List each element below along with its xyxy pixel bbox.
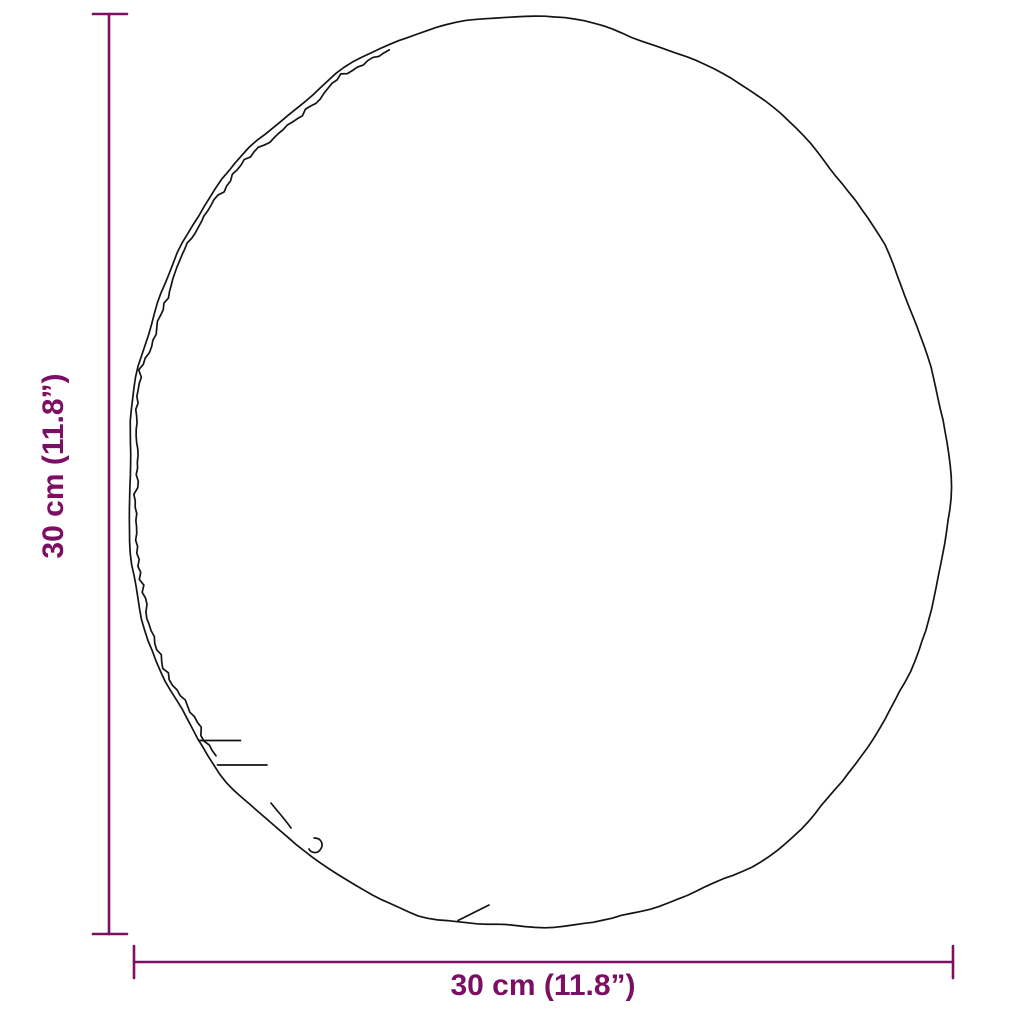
svg-text:30 cm (11.8”): 30 cm (11.8”) [450,969,635,1002]
svg-text:30 cm (11.8”): 30 cm (11.8”) [37,373,70,558]
